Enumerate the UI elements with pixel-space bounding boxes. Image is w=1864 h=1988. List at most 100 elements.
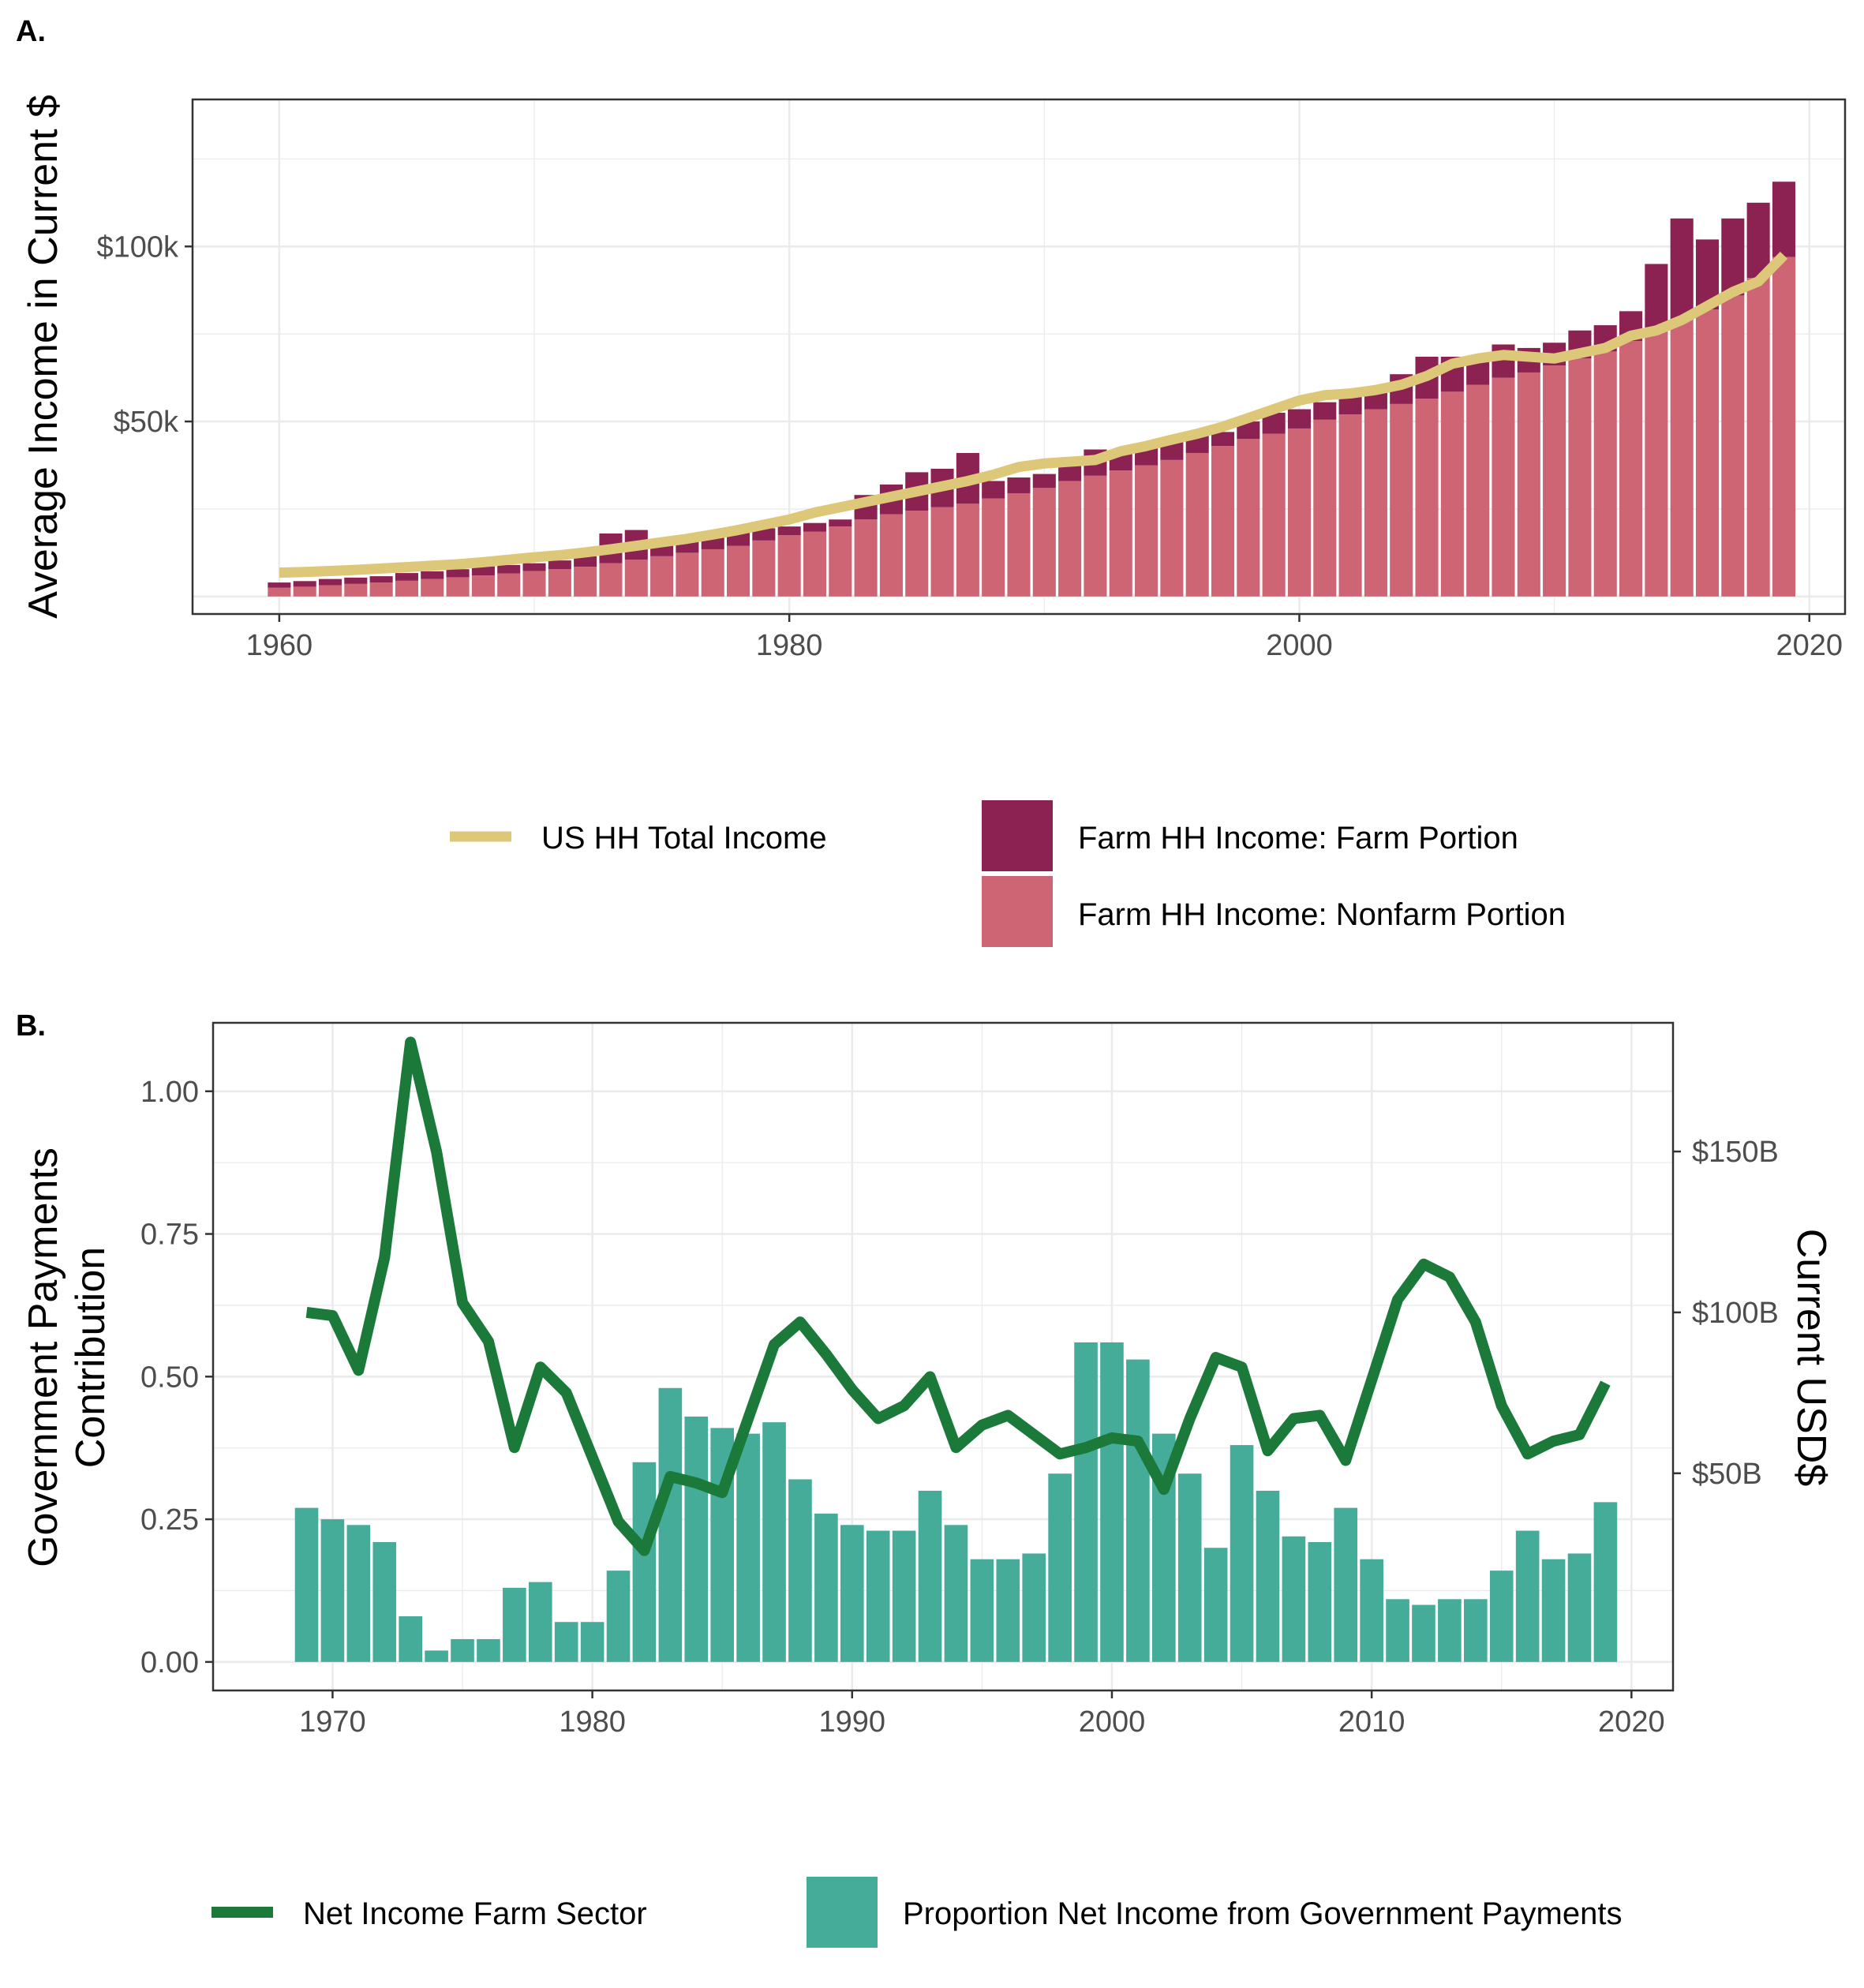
nonfarm-bar xyxy=(1237,439,1260,597)
farm-bar xyxy=(752,528,776,541)
y-right-tick-label: $100B xyxy=(1692,1297,1779,1330)
farm-bar xyxy=(1670,218,1694,320)
nonfarm-bar xyxy=(879,514,903,597)
farm-bar xyxy=(318,578,342,586)
y-tick-label: 0.50 xyxy=(140,1361,199,1394)
nonfarm-bar xyxy=(1135,465,1158,597)
panel-a: A. $50k $100k 1960 1980 2000 2020 Average In… xyxy=(16,15,1847,662)
farm-bar xyxy=(1313,402,1337,420)
gov-prop-bar xyxy=(372,1542,397,1662)
x-tick-label: 1960 xyxy=(246,629,313,662)
nonfarm-bar xyxy=(1440,391,1464,597)
legend-farm-portion-label: Farm HH Income: Farm Portion xyxy=(1078,821,1518,855)
gov-prop-bar xyxy=(918,1490,942,1662)
gov-prop-bar xyxy=(1438,1599,1462,1662)
gov-prop-bar xyxy=(425,1650,448,1662)
x-tick-label: 2000 xyxy=(1079,1705,1146,1739)
farm-bar xyxy=(1746,202,1770,279)
nonfarm-bar xyxy=(1058,481,1082,597)
farm-bar xyxy=(293,581,316,587)
panel-a-y-axis-title: Average Income in Current $ xyxy=(21,95,66,619)
panel-b-background xyxy=(213,1023,1673,1690)
gov-prop-bar xyxy=(840,1525,864,1662)
nonfarm-bar xyxy=(1492,377,1515,597)
gov-prop-bar xyxy=(477,1638,500,1662)
farm-bar xyxy=(471,566,495,576)
gov-prop-bar xyxy=(866,1530,890,1662)
legend-government-proportion-key xyxy=(807,1877,878,1948)
nonfarm-bar xyxy=(726,545,750,597)
farm-bar xyxy=(421,571,444,579)
farm-bar xyxy=(548,560,571,570)
net-income-farm-sector-line xyxy=(305,1036,1611,1556)
x-tick-label: 2010 xyxy=(1338,1705,1405,1739)
panel-a-border xyxy=(191,98,1847,616)
farm-bar xyxy=(574,556,597,567)
x-tick-label: 2020 xyxy=(1776,629,1843,662)
panel-b-right-y-axis: $50B $100B $150B xyxy=(1673,1136,1779,1491)
gov-prop-bar xyxy=(1489,1571,1514,1662)
x-tick-label: 1970 xyxy=(299,1705,366,1739)
us-hh-total-income-line xyxy=(279,251,1788,578)
nonfarm-bar xyxy=(1670,320,1694,597)
x-tick-label: 1990 xyxy=(819,1705,886,1739)
nonfarm-bar xyxy=(1262,433,1286,597)
nonfarm-bar xyxy=(599,563,623,597)
gov-prop-bar xyxy=(684,1416,709,1662)
nonfarm-bar xyxy=(497,573,521,597)
nonfarm-bar xyxy=(1568,358,1592,597)
nonfarm-bar xyxy=(268,587,291,597)
nonfarm-bar xyxy=(1313,419,1337,597)
nonfarm-bar xyxy=(574,567,597,597)
farm-bar xyxy=(497,564,521,574)
legend-us-hh-label: US HH Total Income xyxy=(541,821,827,855)
nonfarm-bar xyxy=(1211,446,1235,597)
nonfarm-bar xyxy=(1185,452,1209,597)
panel-b-legend: Net Income Farm Sector Proportion Net In… xyxy=(211,1877,1622,1948)
gov-prop-bar xyxy=(1074,1342,1098,1662)
y-right-tick-label: $150B xyxy=(1692,1136,1779,1169)
nonfarm-bar xyxy=(956,504,979,597)
gov-prop-bar xyxy=(658,1387,683,1662)
nonfarm-bar xyxy=(1007,492,1031,597)
nonfarm-bar xyxy=(803,531,827,597)
nonfarm-bar xyxy=(395,580,418,597)
nonfarm-bar xyxy=(1338,414,1362,597)
gov-prop-bar xyxy=(944,1525,968,1662)
farm-bar xyxy=(1211,432,1235,447)
panel-b-label: B. xyxy=(16,1009,46,1043)
gov-prop-bar xyxy=(503,1587,526,1662)
panel-a-y-axis: $50k $100k xyxy=(96,230,193,439)
farm-bar xyxy=(446,569,470,578)
gov-prop-bar xyxy=(632,1462,657,1662)
farm-bar xyxy=(1772,182,1795,257)
panel-a-x-axis: 1960 1980 2000 2020 xyxy=(246,614,1843,662)
farm-bar xyxy=(1058,465,1082,481)
nonfarm-bar xyxy=(1517,372,1540,597)
gov-prop-bar xyxy=(1412,1604,1435,1662)
gov-prop-bar xyxy=(528,1582,552,1662)
y-right-tick-label: $50B xyxy=(1692,1458,1762,1491)
gov-prop-bar xyxy=(814,1513,838,1662)
y-tick-label: $100k xyxy=(96,230,179,264)
y-tick-label: 0.00 xyxy=(140,1646,199,1679)
farm-bar xyxy=(1032,474,1056,489)
nonfarm-bar xyxy=(548,569,571,597)
gov-prop-bar xyxy=(1593,1502,1618,1662)
panel-a-legend: US HH Total Income Farm HH Income: Farm … xyxy=(450,800,1566,947)
gov-prop-bar xyxy=(1334,1507,1358,1662)
gov-prop-bar xyxy=(996,1559,1020,1662)
nonfarm-bar xyxy=(1619,341,1643,597)
gov-prop-bar xyxy=(1177,1473,1202,1662)
nonfarm-bar xyxy=(1746,278,1770,597)
y-tick-label: $50k xyxy=(114,406,179,439)
nonfarm-bar xyxy=(1109,470,1132,597)
panel-b-x-axis: 1970 1980 1990 2000 2010 2020 xyxy=(299,1690,1665,1739)
nonfarm-bar xyxy=(905,511,929,597)
gov-prop-bar xyxy=(1022,1553,1046,1662)
nonfarm-bar xyxy=(1721,295,1745,597)
panel-b-border xyxy=(211,1021,1675,1692)
farm-bar xyxy=(1721,218,1745,296)
gov-prop-bar xyxy=(580,1622,604,1662)
